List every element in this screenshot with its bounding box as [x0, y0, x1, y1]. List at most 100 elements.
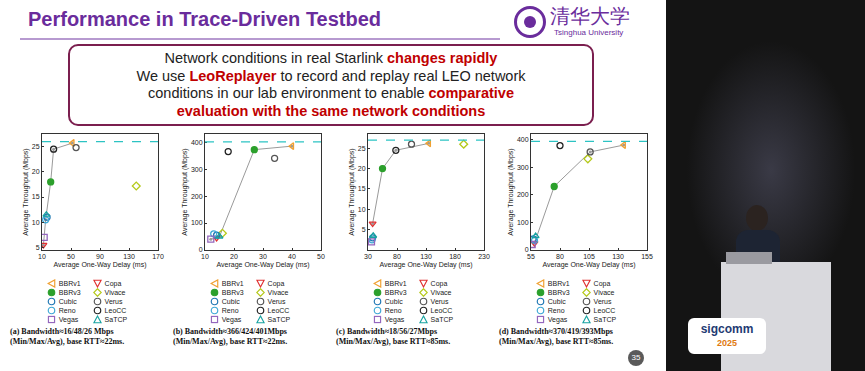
html-text:BBRv3: BBRv3: [384, 289, 407, 296]
html-text:BBRv1: BBRv1: [221, 280, 244, 287]
svg-text:200: 200: [191, 193, 203, 200]
svg-text:15: 15: [358, 185, 366, 192]
html-text:Verus: Verus: [267, 298, 286, 305]
html-text:35: 35: [631, 353, 641, 362]
html-text:Reno: Reno: [221, 307, 239, 314]
svg-text:90: 90: [96, 253, 104, 260]
svg-text:10: 10: [32, 219, 40, 226]
html-text:Reno: Reno: [547, 307, 565, 314]
html-text:LeoCC: LeoCC: [593, 307, 616, 314]
svg-text:25: 25: [32, 143, 40, 150]
html-text:Performance in Trace-Driven Te: Performance in Trace-Driven Testbed: [28, 8, 382, 30]
svg-text:20: 20: [230, 253, 238, 260]
html-text:Reno: Reno: [58, 307, 76, 314]
svg-text:100: 100: [191, 219, 203, 226]
svg-text:55: 55: [527, 253, 535, 260]
html-text:Cubic: Cubic: [221, 298, 240, 305]
html-text:BBRv3: BBRv3: [58, 289, 81, 296]
svg-text:Average Throughput (Mbps): Average Throughput (Mbps): [181, 148, 189, 235]
svg-text:50: 50: [317, 253, 325, 260]
html-text:(d) Bandwidth≈370/419/393Mbps: (d) Bandwidth≈370/419/393Mbps (Min/Max/A…: [499, 327, 614, 346]
html-text:Cubic: Cubic: [547, 298, 566, 305]
svg-text:200: 200: [517, 191, 529, 198]
html-text:Cubic: Cubic: [58, 298, 77, 305]
svg-text:Average Throughput (Mbps): Average Throughput (Mbps): [348, 148, 356, 235]
svg-text:0: 0: [199, 246, 203, 253]
html-text:SaTCP: SaTCP: [430, 316, 454, 323]
html-text:Verus: Verus: [104, 298, 123, 305]
svg-text:0: 0: [525, 246, 529, 253]
html-text:Vivace: Vivace: [430, 289, 452, 296]
svg-text:Average One-Way Delay (ms): Average One-Way Delay (ms): [543, 261, 636, 269]
html-text:conditions in our lab environm: conditions in our lab environment to ena…: [148, 85, 514, 101]
html-text:BBRv3: BBRv3: [547, 289, 570, 296]
svg-text:100: 100: [517, 219, 529, 226]
svg-text:80: 80: [556, 253, 564, 260]
html-text:Verus: Verus: [430, 298, 449, 305]
html-text:(a) Bandwidth≈16/48/26 Mbps (M: (a) Bandwidth≈16/48/26 Mbps (Min/Max/Avg…: [10, 327, 125, 346]
svg-text:30: 30: [364, 253, 372, 260]
html-text:Vivace: Vivace: [593, 289, 615, 296]
html-text:Reno: Reno: [384, 307, 402, 314]
html-text:(b) Bandwidth≈366/424/401Mbps: (b) Bandwidth≈366/424/401Mbps (Min/Max/A…: [173, 327, 288, 346]
svg-text:170: 170: [152, 253, 164, 260]
html-text:Copa: Copa: [267, 280, 285, 287]
html-text:Vegas: Vegas: [58, 316, 79, 323]
svg-text:130: 130: [612, 253, 624, 260]
html-text:SaTCP: SaTCP: [267, 316, 291, 323]
svg-text:5: 5: [36, 244, 40, 251]
svg-text:300: 300: [191, 166, 203, 173]
svg-text:10: 10: [358, 206, 366, 213]
html-text:Tsinghua University: Tsinghua University: [554, 28, 624, 37]
html-text:Vivace: Vivace: [267, 289, 289, 296]
svg-text:400: 400: [517, 136, 529, 143]
svg-text:400: 400: [191, 139, 203, 146]
svg-text:130: 130: [420, 253, 432, 260]
svg-text:50: 50: [67, 253, 75, 260]
html-text:Vivace: Vivace: [104, 289, 126, 296]
html-text:清华大学: 清华大学: [550, 4, 630, 28]
html-text:sigcomm: sigcomm: [700, 322, 754, 336]
svg-text:15: 15: [32, 193, 40, 200]
svg-text:300: 300: [517, 164, 529, 171]
svg-text:40: 40: [288, 253, 296, 260]
svg-text:10: 10: [38, 253, 46, 260]
svg-text:Average One-Way Delay (ms): Average One-Way Delay (ms): [217, 261, 310, 269]
html-text:LeoCC: LeoCC: [430, 307, 453, 314]
html-text:Copa: Copa: [104, 280, 122, 287]
svg-text:25: 25: [358, 145, 366, 152]
html-text:Network conditions in real Sta: Network conditions in real Starlink chan…: [164, 50, 498, 66]
svg-text:30: 30: [259, 253, 267, 260]
html-text:SaTCP: SaTCP: [104, 316, 128, 323]
html-text:Copa: Copa: [593, 280, 611, 287]
html-text:(c) Bandwidth≈18/56/27Mbps (Mi: (c) Bandwidth≈18/56/27Mbps (Min/Max/Avg)…: [336, 327, 451, 346]
html-text:Cubic: Cubic: [384, 298, 403, 305]
svg-text:155: 155: [641, 253, 653, 260]
svg-text:Average Throughput (Mbps): Average Throughput (Mbps): [22, 148, 30, 235]
svg-text:20: 20: [32, 168, 40, 175]
html-text:LeoCC: LeoCC: [267, 307, 290, 314]
html-text:Copa: Copa: [430, 280, 448, 287]
svg-text:5: 5: [362, 226, 366, 233]
svg-text:Average Throughput (Mbps): Average Throughput (Mbps): [507, 148, 515, 235]
html-text:BBRv1: BBRv1: [547, 280, 570, 287]
html-text:We use LeoReplayer to record a: We use LeoReplayer to record and replay …: [136, 67, 526, 84]
html-text:LeoCC: LeoCC: [104, 307, 127, 314]
svg-text:Average One-Way Delay (ms): Average One-Way Delay (ms): [380, 261, 473, 269]
html-text:Vegas: Vegas: [221, 316, 242, 323]
svg-text:20: 20: [358, 165, 366, 172]
svg-text:230: 230: [478, 253, 490, 260]
svg-text:180: 180: [449, 253, 461, 260]
svg-text:130: 130: [123, 253, 135, 260]
html-text:Verus: Verus: [593, 298, 612, 305]
html-text:Vegas: Vegas: [384, 316, 405, 323]
svg-text:105: 105: [583, 253, 595, 260]
svg-text:Average One-Way Delay (ms): Average One-Way Delay (ms): [54, 261, 147, 269]
html-text:BBRv1: BBRv1: [58, 280, 81, 287]
html-text:BBRv3: BBRv3: [221, 289, 244, 296]
svg-text:80: 80: [393, 253, 401, 260]
svg-text:10: 10: [201, 253, 209, 260]
html-text:BBRv1: BBRv1: [384, 280, 407, 287]
html-text:2025: 2025: [717, 338, 737, 348]
html-text:evaluation with the same netwo: evaluation with the same network conditi…: [176, 102, 486, 119]
